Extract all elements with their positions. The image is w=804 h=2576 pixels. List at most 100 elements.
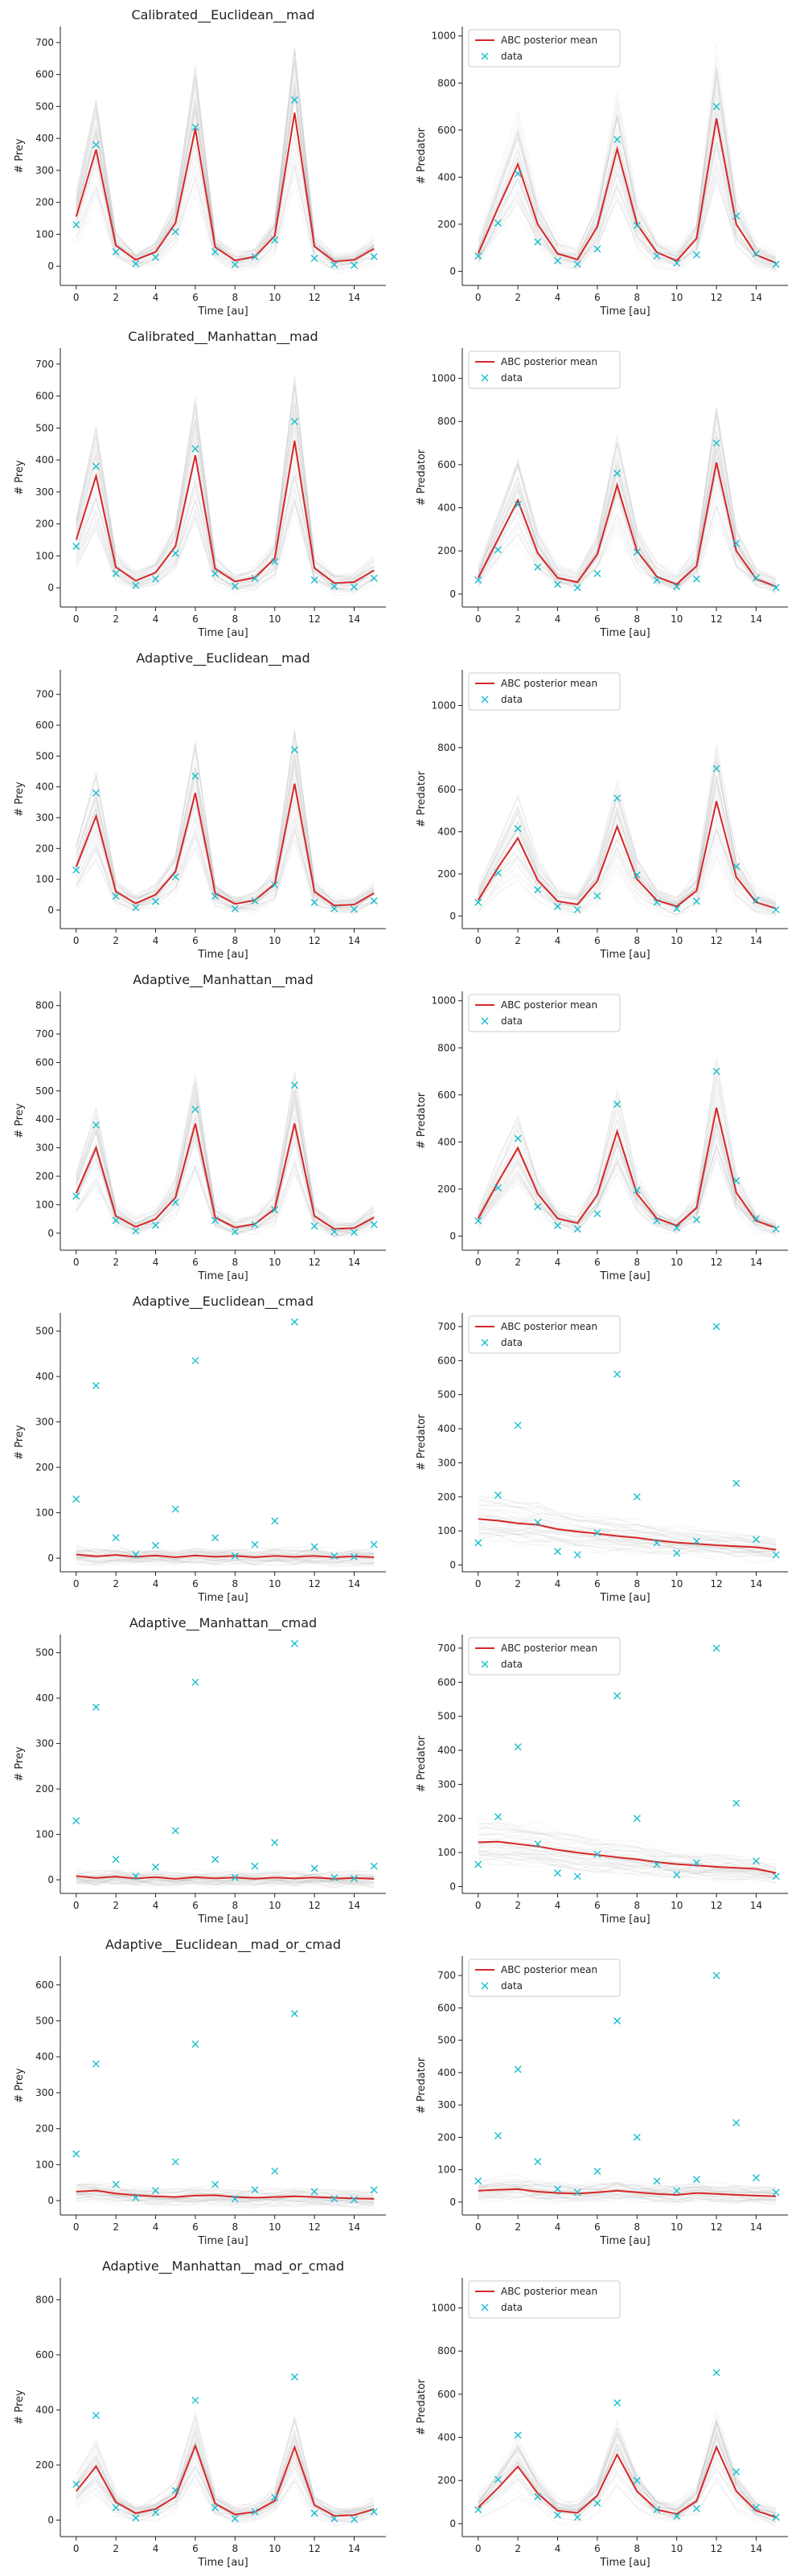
data-point xyxy=(653,2177,661,2185)
y-tick-label: 700 xyxy=(35,1028,54,1040)
posterior-sample-line xyxy=(478,1855,777,1879)
x-tick-label: 10 xyxy=(671,935,683,946)
posterior-sample-line xyxy=(76,64,375,260)
data-point xyxy=(171,228,179,236)
posterior-sample-line xyxy=(478,2180,777,2194)
y-tick-label: 400 xyxy=(35,2051,54,2062)
posterior-sample-line xyxy=(76,475,375,580)
chart-svg: 0 2 4 6 8 10 12 14 0 200 400 600 800 1000 Time [au] # P… xyxy=(416,991,788,1282)
legend-label-data: data xyxy=(501,694,523,705)
posterior-sample-line xyxy=(478,2182,777,2192)
posterior-sample-line xyxy=(478,2434,777,2527)
y-tick-label: 100 xyxy=(35,550,54,561)
posterior-sample-line xyxy=(76,772,375,905)
data-point xyxy=(271,1839,279,1847)
posterior-sample-line xyxy=(76,1547,375,1556)
data-point xyxy=(211,892,219,900)
chart-svg: 0 2 4 6 8 10 12 14 0 200 400 600 800 1000 Time [au] # P… xyxy=(416,670,788,961)
posterior-sample-line xyxy=(478,95,777,259)
posterior-sample-line xyxy=(76,1871,375,1881)
x-tick-label: 2 xyxy=(515,613,521,625)
y-tick-label: 0 xyxy=(47,1874,54,1885)
posterior-sample-line xyxy=(478,435,777,578)
chart-svg: 0 2 4 6 8 10 12 14 0 200 400 600 800 1000 Time [au] # P… xyxy=(416,27,788,318)
data-point xyxy=(772,2188,780,2197)
posterior-sample-line xyxy=(76,2180,375,2201)
posterior-sample-line xyxy=(76,1094,375,1237)
chart-svg: 0 2 4 6 8 10 12 14 0 100 200 300 400 500 600 700 800 Time… xyxy=(14,972,386,1282)
x-tick-label: 4 xyxy=(555,1900,561,1911)
posterior-sample-line xyxy=(478,1131,777,1237)
x-tick-label: 0 xyxy=(73,2221,80,2233)
posterior-sample-line xyxy=(478,2418,777,2521)
posterior-sample-line xyxy=(76,2430,375,2517)
y-tick-label: 600 xyxy=(35,1056,54,1068)
posterior-sample-line xyxy=(76,2440,375,2512)
posterior-sample-line xyxy=(76,1879,375,1889)
posterior-sample-line xyxy=(76,1070,375,1227)
posterior-sample-line xyxy=(76,760,375,911)
posterior-sample-line xyxy=(76,1137,375,1238)
posterior-sample-line xyxy=(76,96,375,261)
data-point xyxy=(330,260,338,269)
data-point xyxy=(673,2512,681,2521)
posterior-sample-line xyxy=(478,2419,777,2518)
data-point xyxy=(554,2185,562,2193)
posterior-sample-line xyxy=(478,166,777,269)
x-tick-label: 4 xyxy=(555,613,561,625)
x-axis-label: Time [au] xyxy=(197,1270,248,1282)
y-axis-label: # Predator xyxy=(416,1413,428,1471)
posterior-sample-line xyxy=(76,776,375,911)
x-tick-label: 0 xyxy=(73,1900,80,1911)
legend: ABC posterior mean data xyxy=(468,1315,621,1354)
data-point xyxy=(370,252,378,260)
y-tick-label: 0 xyxy=(47,2195,54,2206)
posterior-sample-line xyxy=(76,1159,375,1237)
data-point xyxy=(330,2195,338,2203)
y-tick-label: 100 xyxy=(437,1847,456,1858)
posterior-sample-line xyxy=(478,1102,777,1228)
x-tick-label: 6 xyxy=(192,292,199,303)
posterior-sample-line xyxy=(76,2183,375,2194)
posterior-sample-line xyxy=(478,1532,777,1554)
posterior-sample-line xyxy=(478,2193,777,2202)
chart-title: Adaptive__Manhattan__mad_or_cmad xyxy=(102,2258,344,2275)
x-tick-label: 12 xyxy=(710,2221,722,2233)
data-point xyxy=(613,1692,621,1700)
x-tick-label: 10 xyxy=(269,2221,281,2233)
y-tick-label: 700 xyxy=(35,689,54,700)
posterior-sample-line xyxy=(478,170,777,273)
posterior-sample-line xyxy=(478,449,777,585)
posterior-sample-line xyxy=(478,1068,777,1224)
x-tick-label: 10 xyxy=(671,1257,683,1268)
data-point xyxy=(573,905,581,913)
y-tick-label: 800 xyxy=(437,1042,456,1053)
posterior-sample-line xyxy=(76,2415,375,2512)
y-axis-label: # Prey xyxy=(14,781,26,817)
posterior-sample-line xyxy=(478,520,777,591)
data-point xyxy=(191,1678,199,1686)
data-point xyxy=(72,542,80,550)
posterior-samples xyxy=(478,406,777,594)
y-tick-label: 600 xyxy=(35,1979,54,1991)
data-point xyxy=(370,1220,378,1229)
data-point xyxy=(211,248,219,256)
posterior-sample-line xyxy=(478,1532,777,1561)
posterior-sample-line xyxy=(478,1144,777,1231)
data-point xyxy=(251,1540,259,1548)
posterior-samples xyxy=(478,1495,777,1564)
data-point xyxy=(290,2373,298,2381)
y-tick-label: 600 xyxy=(437,1355,456,1366)
data-point xyxy=(593,569,601,577)
posterior-sample-line xyxy=(478,755,777,906)
data-point xyxy=(72,2480,80,2488)
posterior-sample-line xyxy=(76,47,375,260)
posterior-sample-line xyxy=(76,1545,375,1556)
posterior-sample-line xyxy=(76,487,375,591)
chart-title: Adaptive__Euclidean__mad xyxy=(136,650,310,667)
posterior-sample-line xyxy=(478,1142,777,1232)
posterior-sample-line xyxy=(478,103,777,265)
data-point xyxy=(251,1220,259,1229)
posterior-sample-line xyxy=(478,137,777,263)
data-point xyxy=(290,2010,298,2018)
